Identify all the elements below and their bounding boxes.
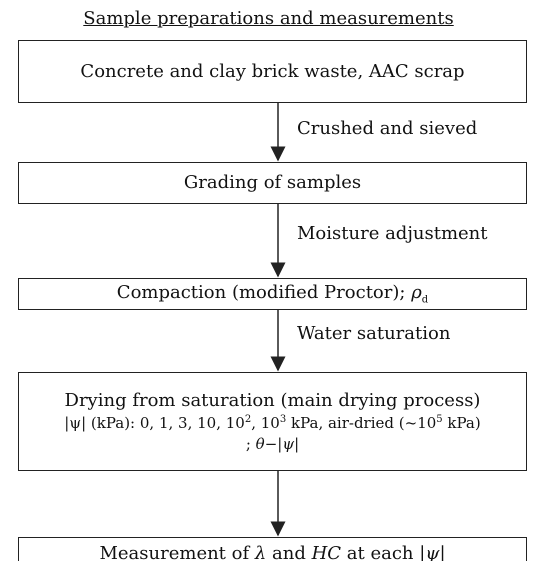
text: kPa, air-dried (~10 — [286, 414, 437, 433]
node: Measurement of λ and HC at each |ψ| — [18, 537, 527, 561]
node: Compaction (modified Proctor); ρd — [18, 278, 527, 310]
text: , 10 — [251, 414, 280, 433]
superscript: 5 — [436, 414, 443, 426]
symbol: ψ — [425, 543, 440, 561]
symbol: ψ — [282, 434, 295, 453]
node-label: Grading of samples — [183, 172, 362, 194]
subscript: d — [421, 294, 429, 306]
edge-label: Water saturation — [297, 323, 451, 344]
node-label: Compaction (modified Proctor); ρd — [117, 280, 428, 308]
text: | — [294, 434, 300, 453]
text: |ψ| (kPa): 0, 1, 3, 10, 10 — [64, 414, 245, 433]
node-line: Drying from saturation (main drying proc… — [64, 390, 481, 412]
node: Grading of samples — [18, 162, 527, 204]
node: Concrete and clay brick waste, AAC scrap — [18, 40, 527, 103]
node-line: ; θ−|ψ| — [246, 434, 299, 454]
symbol: HC — [311, 543, 342, 561]
text: and — [266, 543, 312, 561]
symbol: θ — [255, 434, 265, 453]
superscript: 3 — [279, 414, 287, 426]
symbol: λ — [254, 543, 267, 561]
text: Measurement of — [99, 543, 255, 561]
text: kPa) — [442, 414, 481, 433]
text: at each | — [341, 543, 426, 561]
symbol: ρ — [411, 282, 422, 304]
node-line: |ψ| (kPa): 0, 1, 3, 10, 102, 103 kPa, ai… — [64, 413, 480, 433]
text: Compaction (modified Proctor); — [116, 282, 412, 304]
node: Drying from saturation (main drying proc… — [18, 372, 527, 471]
text: −| — [264, 434, 283, 453]
edge-label: Moisture adjustment — [297, 223, 488, 244]
superscript: 2 — [244, 414, 252, 426]
text: | — [439, 543, 446, 561]
title: Sample preparations and measurements — [83, 8, 454, 29]
text: ; — [245, 434, 256, 453]
node-label: Concrete and clay brick waste, AAC scrap — [80, 60, 465, 82]
edge-label: Crushed and sieved — [297, 118, 478, 139]
node-label: Measurement of λ and HC at each |ψ| — [99, 541, 445, 561]
